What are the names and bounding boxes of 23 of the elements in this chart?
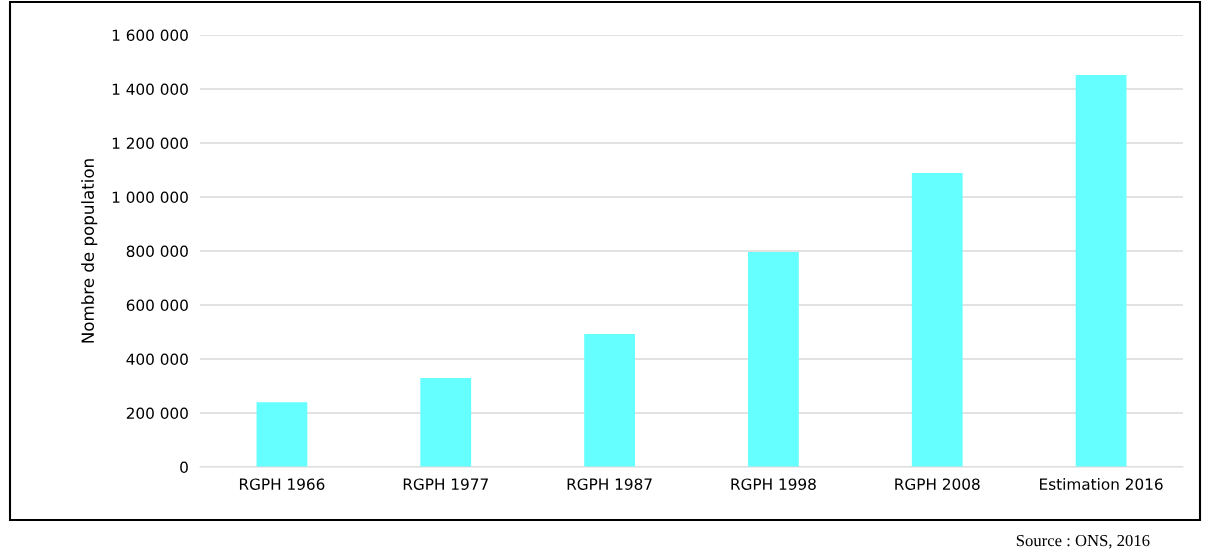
x-tick-label: RGPH 1987 xyxy=(567,478,652,490)
y-tick-label: 400 000 xyxy=(126,353,188,366)
x-tick-label: RGPH 1998 xyxy=(731,478,816,490)
y-tick-label: 0 xyxy=(180,461,188,474)
y-tick-label: 200 000 xyxy=(126,407,188,420)
bar xyxy=(256,402,308,467)
y-tick-label: 1 000 000 xyxy=(112,191,188,204)
y-tick-label: 1 600 000 xyxy=(112,29,188,42)
bar xyxy=(911,172,963,467)
x-tick-label: RGPH 1977 xyxy=(403,478,488,490)
bar xyxy=(584,333,635,467)
y-tick-label: 1 400 000 xyxy=(112,83,188,96)
x-tick-label: RGPH 1966 xyxy=(239,478,325,490)
bar xyxy=(1075,74,1127,467)
x-tick-label: RGPH 2008 xyxy=(895,478,980,490)
y-tick-label: 600 000 xyxy=(126,299,188,312)
bar xyxy=(420,377,472,467)
source-note: Source : ONS, 2016 xyxy=(1016,534,1150,549)
bar xyxy=(748,252,799,467)
y-tick-label: 1 200 000 xyxy=(112,137,188,150)
x-tick-label: Estimation 2016 xyxy=(1040,478,1163,490)
y-axis-title: Nombre de population xyxy=(81,159,98,343)
y-tick-label: 800 000 xyxy=(126,245,188,258)
